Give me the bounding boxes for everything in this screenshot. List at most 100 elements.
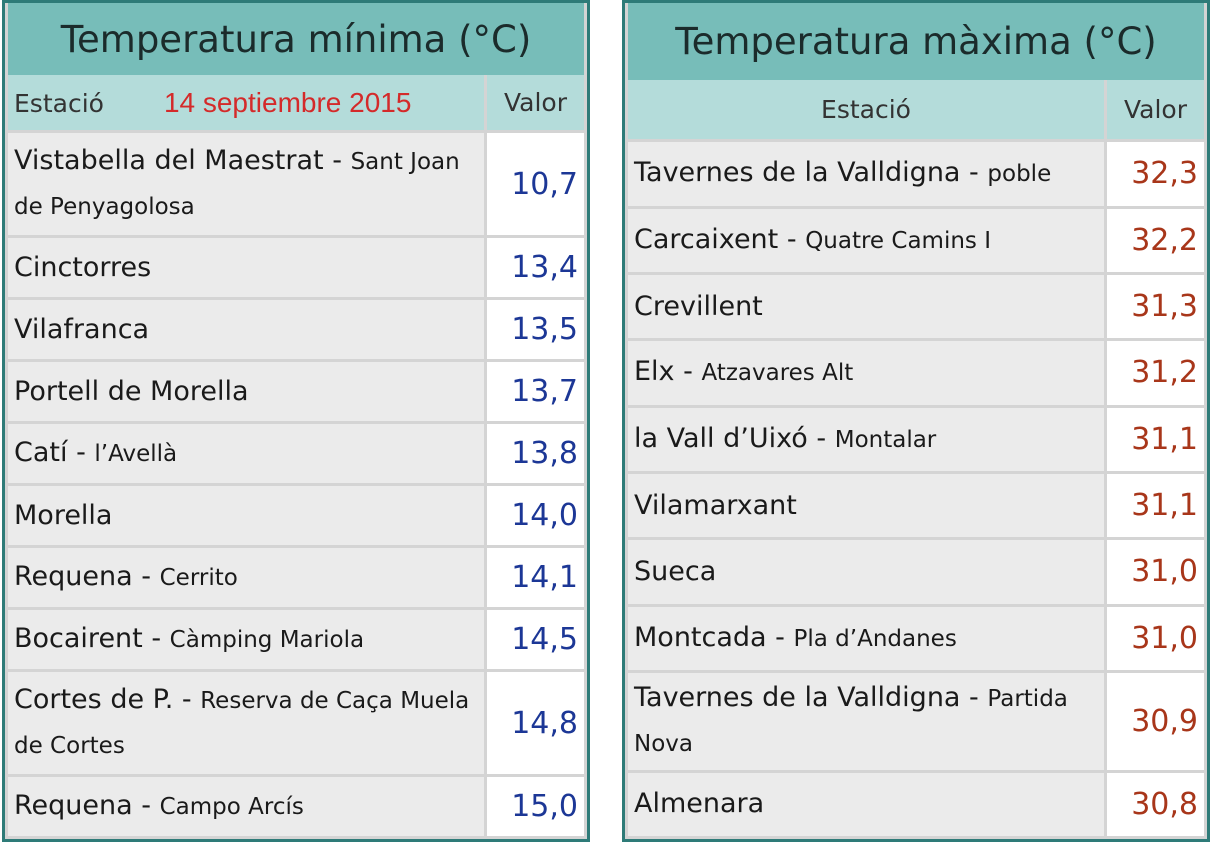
station-detail: l’Avellà [94,441,178,467]
value-cell: 31,0 [1107,540,1204,607]
value-cell: 31,0 [1107,606,1204,674]
data-row: Cinctorres 13,4 [8,238,584,300]
station-cell: Almenara [628,772,1104,839]
title-row: Temperatura mínima (°C) [8,3,584,75]
value-cell: 30,9 [1107,673,1204,773]
station-cell: Vilamarxant [628,473,1104,541]
station-cell: la Vall d’Uixó - Montalar [628,407,1104,474]
station-name: la Vall d’Uixó - [634,422,827,454]
station-cell: Requena - Cerrito [8,548,484,610]
table-panel: Temperatura mínima (°C) Estació 14 septiem… [2,0,590,842]
station-name: Vilamarxant [634,489,797,521]
table-title: Temperatura mínima (°C) [8,3,584,75]
station-detail: Càmping Mariola [169,627,365,653]
data-row: Carcaixent - Quatre Camins I 32,2 [628,208,1204,275]
station-name: Vilafranca [14,313,150,345]
station-cell: Catí - l’Avellà [8,424,484,486]
header-cell: Estació [628,80,1104,143]
station-detail: Sant Joan de Penyagolosa [14,149,460,220]
data-row: Montcada - Pla d’Andanes 31,0 [628,606,1204,674]
station-detail: Atzavares Alt [701,360,854,387]
station-cell: Vistabella del Maestrat - Sant Joan de P… [8,133,484,238]
station-cell: Bocairent - Càmping Mariola [8,610,484,672]
station-detail: Campo Arcís [159,794,304,820]
header-row: Estació 14 septiembre 2015 Valor [8,75,584,133]
station-name: Sueca [634,555,717,587]
data-row: Elx - Atzavares Alt 31,2 [628,341,1204,408]
value-cell: 31,2 [1107,341,1204,408]
station-name: Requena - [14,561,152,592]
data-row: Sueca 31,0 [628,540,1204,607]
station-cell: Cortes de P. - Reserva de Caça Muela de … [8,672,484,777]
station-name: Cinctorres [14,251,152,283]
value-cell: 10,7 [487,133,584,238]
station-cell: Portell de Morella [8,362,484,424]
data-row: Crevillent 31,3 [628,274,1204,342]
station-name: Crevillent [634,290,763,322]
station-name: Requena - [14,790,152,821]
station-header: Estació [14,88,104,118]
value-cell: 14,0 [487,486,584,548]
station-name: Portell de Morella [14,375,249,407]
data-row: Requena - Campo Arcís 15,0 [8,777,584,839]
station-cell: Tavernes de la Valldigna - Partida Nova [628,673,1104,773]
station-name: Elx - [634,356,693,388]
value-cell: 13,5 [487,300,584,362]
station-name: Vistabella del Maestrat - [14,145,342,176]
station-detail: Cerrito [159,565,238,591]
value-header: Valor [487,75,584,133]
data-row: Morella 14,0 [8,486,584,548]
station-name: Carcaixent - [634,223,797,255]
table-title: Temperatura màxima (°C) [628,3,1204,81]
station-cell: Sueca [628,540,1104,607]
station-name: Morella [14,499,113,531]
station-name: Tavernes de la Valldigna - [634,157,979,189]
data-row: Vilafranca 13,5 [8,300,584,362]
data-row: la Vall d’Uixó - Montalar 31,1 [628,407,1204,474]
station-cell: Requena - Campo Arcís [8,777,484,839]
data-row: Cortes de P. - Reserva de Caça Muela de … [8,672,584,777]
value-cell: 13,7 [487,362,584,424]
value-cell: 31,1 [1107,473,1204,541]
data-row: Almenara 30,8 [628,772,1204,839]
station-name: Almenara [634,788,765,820]
value-cell: 14,1 [487,548,584,610]
station-detail: poble [987,161,1052,188]
data-row: Catí - l’Avellà 13,8 [8,424,584,486]
title-row: Temperatura màxima (°C) [628,3,1204,81]
station-name: Cortes de P. - [14,684,192,715]
station-name: Montcada - [634,621,785,653]
station-header: Estació [821,95,911,125]
value-cell: 14,8 [487,672,584,777]
table-panel: Temperatura màxima (°C) Estació Valor Taver… [622,0,1210,842]
value-cell: 30,8 [1107,772,1204,839]
station-detail: Reserva de Caça Muela de Cortes [14,688,470,759]
station-cell: Cinctorres [8,238,484,300]
data-table: Temperatura màxima (°C) Estació Valor Taver… [625,3,1207,839]
station-detail: Pla d’Andanes [793,625,957,652]
station-cell: Morella [8,486,484,548]
station-name: Bocairent - [14,623,162,654]
station-cell: Vilafranca [8,300,484,362]
data-table: Temperatura mínima (°C) Estació 14 septiem… [5,3,587,839]
header-cell: Estació 14 septiembre 2015 [8,75,484,133]
value-cell: 14,5 [487,610,584,672]
station-name: Tavernes de la Valldigna - [634,682,979,714]
data-row: Requena - Cerrito 14,1 [8,548,584,610]
value-cell: 31,1 [1107,407,1204,474]
station-cell: Montcada - Pla d’Andanes [628,606,1104,674]
value-header: Valor [1107,80,1204,143]
data-row: Portell de Morella 13,7 [8,362,584,424]
value-cell: 13,4 [487,238,584,300]
data-row: Tavernes de la Valldigna - poble 32,3 [628,142,1204,209]
station-cell: Elx - Atzavares Alt [628,341,1104,408]
station-cell: Carcaixent - Quatre Camins I [628,208,1104,275]
station-detail: Montalar [834,426,937,453]
value-cell: 15,0 [487,777,584,839]
data-row: Tavernes de la Valldigna - Partida Nova 3… [628,673,1204,773]
data-row: Bocairent - Càmping Mariola 14,5 [8,610,584,672]
station-detail: Quatre Camins I [805,227,991,254]
value-cell: 32,3 [1107,142,1204,209]
station-name: Catí - [14,437,86,468]
